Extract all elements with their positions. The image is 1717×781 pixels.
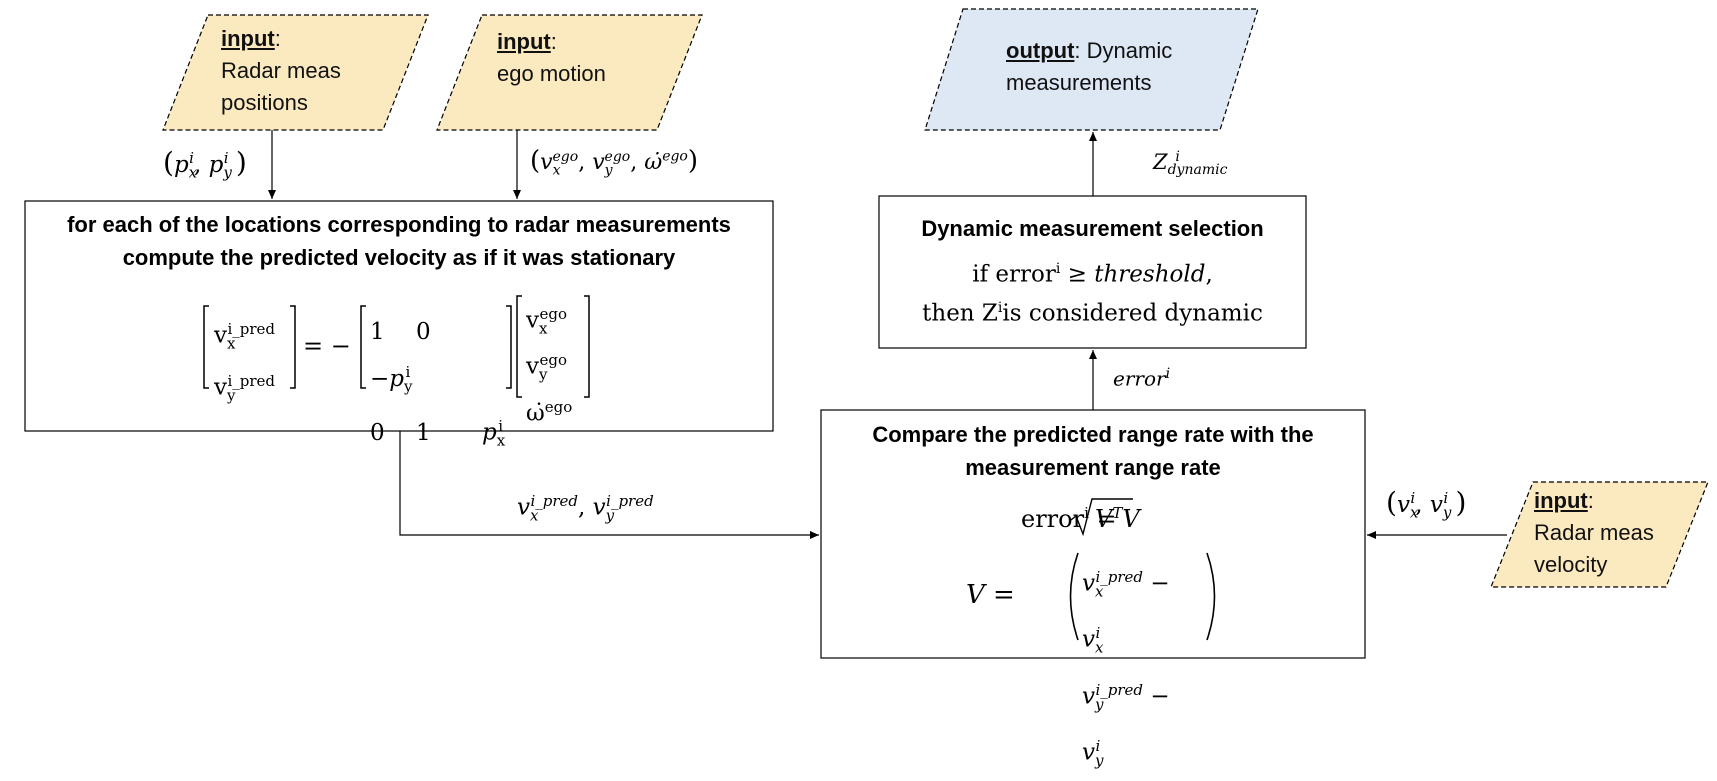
dynamic-rule: if errori ≥ threshold, then Ziis conside… (922, 261, 1263, 327)
rule-then: then Z (922, 300, 998, 327)
label-predicted-velocity: vxi_pred, vyi_pred (517, 492, 654, 525)
output-text: measurements (1006, 70, 1152, 95)
error-label-text: error (1113, 366, 1166, 391)
input-label: input (1534, 488, 1588, 513)
error-sup: i (1084, 504, 1089, 522)
bracket (360, 305, 366, 389)
dynamic-selection-title: Dynamic measurement selection (879, 212, 1306, 245)
paren-left (1069, 552, 1079, 641)
sqrt-sign (1070, 498, 1133, 537)
input-text: positions (221, 90, 308, 115)
paren-right (1206, 552, 1216, 641)
bracket (506, 305, 512, 389)
title-line: compute the predicted velocity as if it … (122, 245, 676, 270)
input-text: ego motion (497, 61, 606, 86)
label-error: errori (1113, 366, 1171, 391)
sqrt-content: VTV (1095, 504, 1140, 533)
error-formula: errori = (1021, 504, 1117, 533)
rule-threshold: threshold (1094, 261, 1206, 288)
bracket (516, 295, 522, 398)
rule-prefix: if error (972, 261, 1056, 288)
input-text: Radar meas (1534, 520, 1654, 545)
input-ego-motion-text: input: ego motion (497, 29, 606, 86)
input-text: velocity (1534, 552, 1608, 577)
equals-minus: = − (303, 332, 351, 360)
input-label: input (221, 26, 275, 51)
label-positions: (pxi, pyi ) (163, 146, 247, 182)
input-ego-motion-shape (436, 14, 703, 131)
compare-title: Compare the predicted range rate with th… (821, 418, 1365, 484)
label-measured-velocity: (vxi, vyi ) (1386, 486, 1467, 522)
input-label: input (497, 29, 551, 54)
bracket (203, 305, 209, 389)
input-radar-velocity-text: input: Radar meas velocity (1534, 488, 1654, 577)
compare-box (820, 409, 1366, 659)
vector-predicted: vxi_pred vyi_pred (214, 320, 276, 405)
v-definition-lhs: V = (966, 580, 1015, 610)
title-line: for each of the locations corresponding … (67, 212, 731, 237)
arrow-box-to-compare (399, 431, 819, 539)
predicted-velocity-title: for each of the locations corresponding … (25, 208, 773, 274)
title-line: Compare the predicted range rate with th… (872, 422, 1314, 447)
input-radar-positions-text: input: Radar meas positions (221, 26, 341, 115)
output-text: Dynamic (1086, 38, 1173, 63)
label-ego-motion: (vxego, vyego, ω̇ego) (530, 146, 699, 179)
input-radar-positions-shape (162, 14, 429, 131)
matrix-transform: 1 0−pyi 0 1 pxi (370, 319, 506, 450)
rule-considered: is considered dynamic (1002, 300, 1263, 327)
predicted-velocity-box (24, 200, 774, 432)
title-line: Dynamic measurement selection (921, 216, 1264, 241)
output-dynamic-text: output: Dynamic measurements (1006, 38, 1173, 95)
output-dynamic-shape (924, 8, 1259, 131)
diagram-canvas (24, 8, 1709, 659)
input-radar-velocity-shape (1490, 481, 1709, 588)
bracket (584, 295, 590, 398)
label-z-dynamic: Zdynamici (1153, 149, 1228, 179)
input-text: Radar meas (221, 58, 341, 83)
vector-ego: vxego vyego ω̇ego (526, 305, 573, 427)
error-lhs: error (1021, 505, 1085, 533)
v-definition-vector: vxi_pred − vxi vyi_pred − vyi (1082, 568, 1170, 769)
z-dynamic-sub: dynamic (1167, 162, 1228, 179)
bracket (290, 305, 296, 389)
rule-ge: ≥ (1060, 261, 1095, 288)
title-line: measurement range rate (965, 455, 1221, 480)
output-label: output (1006, 38, 1075, 63)
